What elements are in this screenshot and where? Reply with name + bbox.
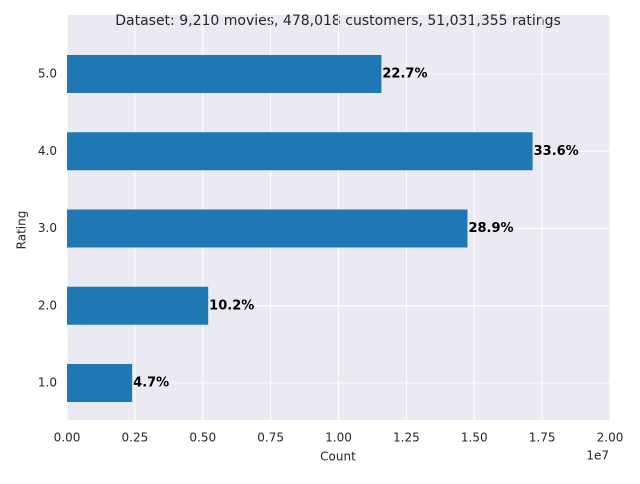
bar: [67, 55, 382, 93]
y-tick-label: 3.0: [38, 221, 57, 235]
bar: [67, 364, 133, 402]
x-tick-label: 1.25: [393, 431, 420, 445]
bar: [67, 286, 209, 325]
x-tick-label: 2.00: [597, 431, 624, 445]
value-label: 33.6%: [534, 144, 579, 159]
x-tick-label: 1.00: [325, 431, 352, 445]
bar: [67, 132, 533, 171]
y-tick-label: 1.0: [38, 376, 57, 390]
x-tick-label: 0.25: [122, 431, 149, 445]
value-label: 4.7%: [133, 376, 169, 391]
y-tick-label: 4.0: [38, 144, 57, 158]
x-offset-label: 1e7: [586, 449, 609, 463]
x-tick-label: 0.50: [189, 431, 216, 445]
x-tick-label: 0.00: [54, 431, 81, 445]
x-tick-label: 1.50: [461, 431, 488, 445]
y-tick-label: 5.0: [38, 67, 57, 81]
bar: [67, 209, 468, 248]
x-tick-label: 0.75: [257, 431, 284, 445]
value-label: 10.2%: [209, 298, 254, 313]
value-label: 22.7%: [382, 67, 427, 82]
x-tick-label: 1.75: [529, 431, 556, 445]
value-label: 28.9%: [468, 221, 513, 236]
y-tick-label: 2.0: [38, 298, 57, 312]
y-axis-label: Rating: [15, 211, 29, 250]
x-axis-label: Count: [320, 450, 356, 464]
